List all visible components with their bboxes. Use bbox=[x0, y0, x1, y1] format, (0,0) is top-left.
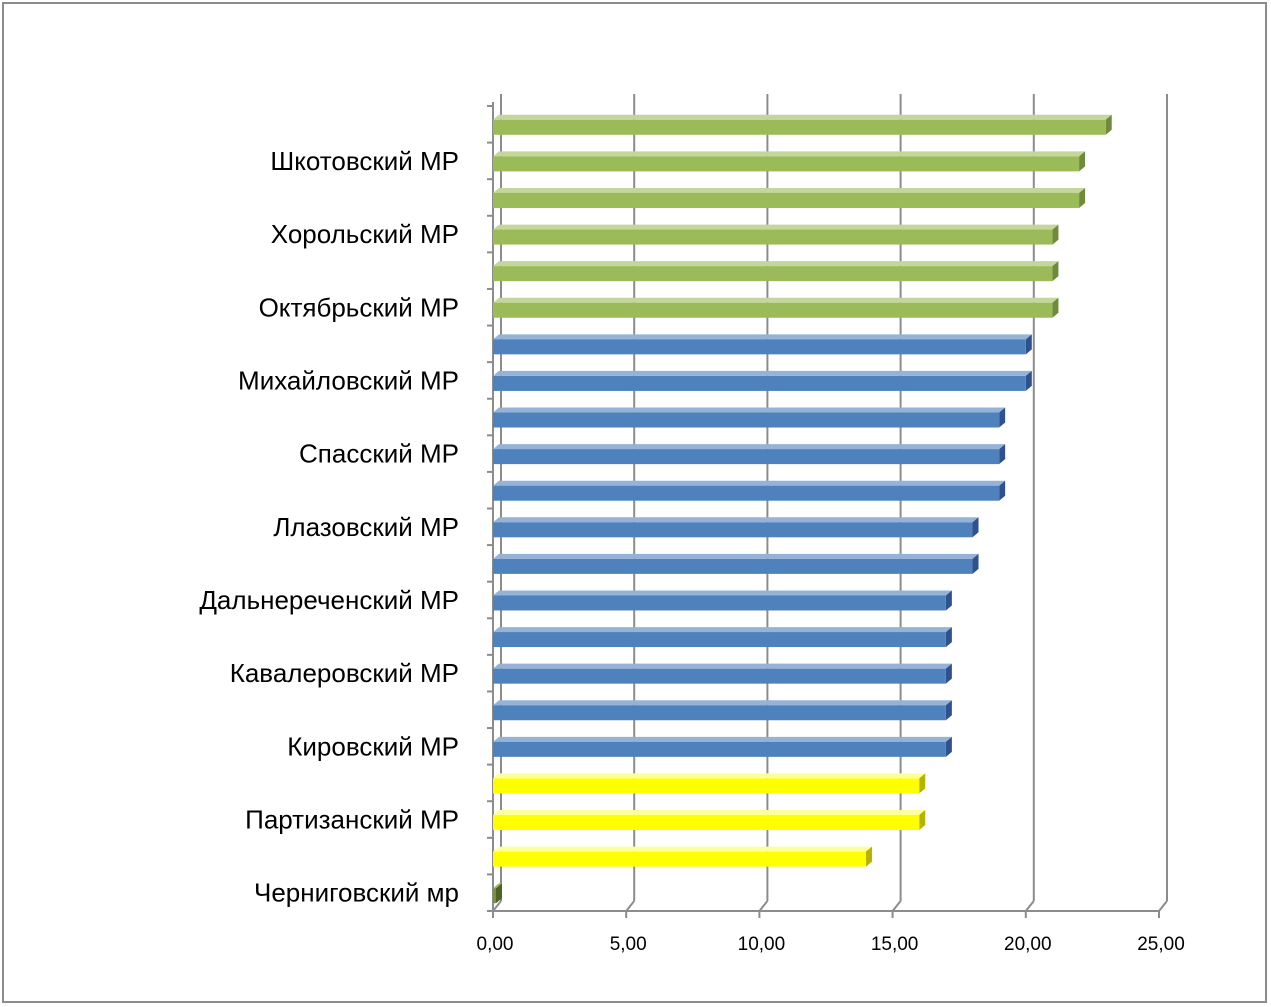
bar-15 bbox=[493, 668, 946, 684]
bar-12 bbox=[493, 558, 973, 574]
bar-top-17 bbox=[493, 736, 952, 742]
floor-tick-3 bbox=[891, 900, 902, 912]
bar-side-10 bbox=[999, 480, 1006, 501]
bar-side-4 bbox=[1052, 261, 1059, 282]
category-label-10: Черниговский мр bbox=[254, 878, 459, 908]
bar-top-12 bbox=[493, 553, 979, 559]
bar-top-16 bbox=[493, 700, 952, 706]
bar-side-19 bbox=[919, 810, 926, 831]
bar-side-0 bbox=[1105, 114, 1112, 135]
bar-side-17 bbox=[945, 736, 952, 757]
floor-tick-4 bbox=[1025, 900, 1035, 912]
bar-side-18 bbox=[919, 773, 926, 794]
bar-3 bbox=[493, 229, 1053, 245]
x-tick-label-1: 5,00 bbox=[610, 934, 647, 955]
bar-top-3 bbox=[493, 224, 1059, 230]
category-label-8: Кировский МР bbox=[287, 731, 459, 761]
bar-top-9 bbox=[493, 444, 1006, 450]
category-label-3: Михайловский МР bbox=[238, 365, 459, 395]
bar-9 bbox=[493, 449, 1000, 465]
category-label-9: Партизанский МР bbox=[245, 805, 459, 835]
bar-side-15 bbox=[945, 663, 952, 684]
bar-side-13 bbox=[945, 590, 952, 611]
bar-19 bbox=[493, 815, 920, 831]
bar-side-14 bbox=[945, 627, 952, 648]
bar-top-7 bbox=[493, 370, 1032, 376]
bar-side-7 bbox=[1025, 370, 1032, 391]
bar-4 bbox=[493, 266, 1053, 282]
bar-top-14 bbox=[493, 627, 952, 633]
bar-20 bbox=[493, 851, 866, 867]
bar-top-4 bbox=[493, 261, 1059, 267]
bar-7 bbox=[493, 375, 1026, 391]
bar-side-6 bbox=[1025, 334, 1032, 355]
bar-14 bbox=[493, 632, 946, 648]
category-label-1: Хорольский МР bbox=[271, 219, 459, 249]
bar-top-2 bbox=[493, 187, 1086, 193]
bar-18 bbox=[493, 778, 920, 794]
bar-top-11 bbox=[493, 517, 979, 523]
bar-side-9 bbox=[999, 444, 1006, 465]
bar-5 bbox=[493, 302, 1053, 318]
floor-tick-2 bbox=[758, 900, 769, 912]
category-label-5: Ллазовский МР bbox=[273, 512, 459, 542]
bar-side-21 bbox=[496, 883, 502, 904]
bar-top-6 bbox=[493, 334, 1032, 340]
category-label-4: Спасский МР bbox=[299, 439, 459, 469]
bar-side-11 bbox=[972, 517, 979, 538]
bar-top-19 bbox=[493, 810, 926, 816]
bar-2 bbox=[493, 192, 1080, 208]
floor-tick-5 bbox=[1158, 900, 1168, 912]
category-label-2: Октябрьский МР bbox=[259, 292, 459, 322]
x-tick-label-0: 0,00 bbox=[477, 934, 514, 955]
bar-1 bbox=[493, 156, 1080, 172]
bar-top-21 bbox=[493, 883, 502, 889]
bar-side-20 bbox=[865, 846, 872, 867]
bar-side-8 bbox=[999, 407, 1006, 428]
bar-10 bbox=[493, 485, 1000, 501]
bar-21 bbox=[493, 888, 496, 904]
x-tick-label-4: 20,00 bbox=[1004, 934, 1052, 955]
bar-0 bbox=[493, 119, 1106, 135]
bar-17 bbox=[493, 741, 946, 757]
bar-side-5 bbox=[1052, 297, 1059, 318]
bar-top-5 bbox=[493, 297, 1059, 303]
bar-side-1 bbox=[1079, 151, 1086, 172]
bar-16 bbox=[493, 705, 946, 721]
bar-side-3 bbox=[1052, 224, 1059, 245]
bar-top-8 bbox=[493, 407, 1006, 413]
bar-side-2 bbox=[1079, 187, 1086, 208]
bar-side-16 bbox=[945, 700, 952, 721]
floor-tick-0 bbox=[492, 900, 502, 912]
category-label-6: Дальнереченский МР bbox=[199, 585, 459, 615]
x-tick-label-3: 15,00 bbox=[871, 934, 919, 955]
floor-tick-1 bbox=[625, 900, 635, 912]
category-label-7: Кавалеровский МР bbox=[230, 658, 459, 688]
bar-top-10 bbox=[493, 480, 1006, 486]
bar-6 bbox=[493, 339, 1026, 355]
bar-top-15 bbox=[493, 663, 952, 669]
bar-top-1 bbox=[493, 151, 1086, 157]
bar-side-12 bbox=[972, 553, 979, 574]
bar-top-13 bbox=[493, 590, 952, 596]
bar-top-0 bbox=[493, 114, 1112, 120]
x-tick-label-5: 25,00 bbox=[1137, 934, 1185, 955]
bar-13 bbox=[493, 595, 946, 611]
bar-top-20 bbox=[493, 846, 872, 852]
category-label-0: Шкотовский МР bbox=[270, 146, 459, 176]
bar-11 bbox=[493, 522, 973, 538]
bar-top-18 bbox=[493, 773, 926, 779]
bar-8 bbox=[493, 412, 1000, 428]
x-tick-label-2: 10,00 bbox=[738, 934, 786, 955]
